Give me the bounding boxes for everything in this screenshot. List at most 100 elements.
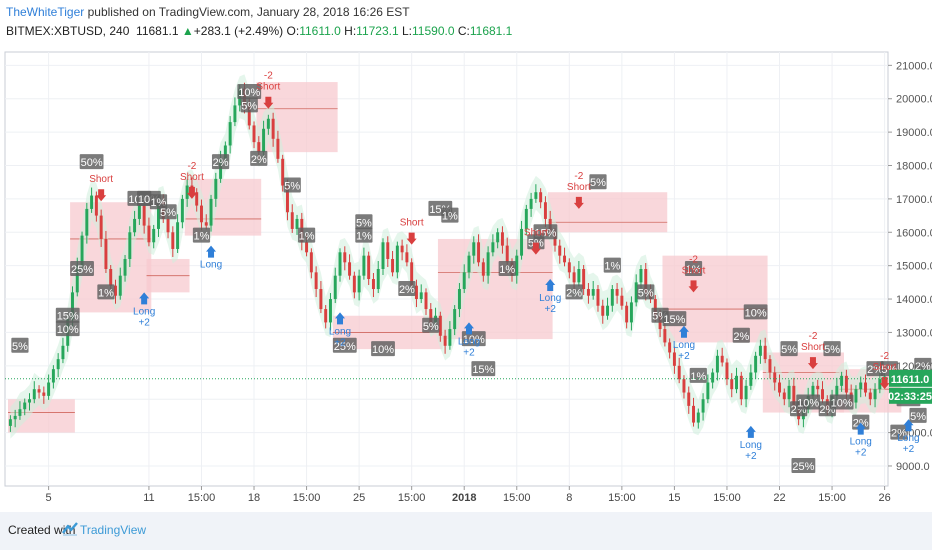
long-signal-label: +2 xyxy=(138,317,150,328)
pct-badge-bg xyxy=(743,304,768,320)
pct-badge: 25% xyxy=(791,457,816,473)
pct-badge: 5% xyxy=(422,317,440,333)
pct-badge-bg xyxy=(355,227,373,243)
arrow-down-icon xyxy=(263,96,274,109)
candle-body xyxy=(419,292,423,300)
candle-body xyxy=(185,185,189,199)
candle-body xyxy=(591,289,595,296)
pct-badge: 10% xyxy=(743,304,768,320)
pct-badge-bg xyxy=(283,177,301,193)
pct-badge: 25% xyxy=(70,261,94,276)
candle-body xyxy=(152,228,156,243)
long-signal-label: Long xyxy=(740,440,762,451)
pct-badge-label: 1% xyxy=(686,264,702,276)
long-signal: Long+2 xyxy=(329,312,351,348)
long-signal: Long+2 xyxy=(673,325,695,362)
short-signal-label: Short xyxy=(873,362,897,373)
candle-body xyxy=(128,232,132,259)
candle-body xyxy=(486,252,490,276)
candle-body xyxy=(453,309,457,330)
arrow-up-icon xyxy=(745,425,756,438)
candle-body xyxy=(166,218,170,233)
candle-body xyxy=(381,242,385,269)
pct-badge-bg xyxy=(355,214,373,230)
pct-badge-bg xyxy=(689,367,707,383)
pct-badge: 10% xyxy=(55,321,80,337)
pct-badge: 2% xyxy=(866,361,884,377)
candle-body xyxy=(739,375,743,400)
long-signal-label: Long xyxy=(539,293,561,304)
pct-badge: 10% xyxy=(461,331,486,347)
pct-badge-bg xyxy=(55,307,80,323)
candle-body xyxy=(319,289,323,310)
arrow-up-icon xyxy=(463,322,474,335)
pct-badge: 1% xyxy=(498,261,516,276)
pct-badge-bg xyxy=(866,361,884,377)
long-signal: Long+2 xyxy=(458,322,480,358)
candle-body xyxy=(582,269,586,290)
pct-badge-label: 5% xyxy=(241,100,257,112)
candle-body xyxy=(157,202,160,229)
candle-body xyxy=(744,385,748,400)
candle-body xyxy=(204,222,208,226)
tradingview-brand[interactable]: TradingView xyxy=(80,523,147,537)
x-tick-label: 15:00 xyxy=(713,492,741,504)
author-link[interactable]: TheWhiteTiger xyxy=(6,5,85,19)
pct-badge-label: 5% xyxy=(590,177,606,189)
pct-badge-label: 1% xyxy=(356,231,372,243)
candle-body xyxy=(821,389,824,400)
candle-body xyxy=(625,305,629,323)
candle-body xyxy=(725,362,729,380)
pct-badge-bg xyxy=(684,261,703,276)
candle-body xyxy=(782,392,786,400)
x-tick-label: 26 xyxy=(878,492,890,504)
pct-badge: 1% xyxy=(689,367,707,383)
y-tick-label: 21000.0 xyxy=(896,60,932,72)
candle-body xyxy=(233,105,237,123)
candle-body xyxy=(472,242,476,256)
pct-badge-label: 10% xyxy=(238,87,260,99)
publish-line: TheWhiteTiger published on TradingView.c… xyxy=(6,5,410,19)
candle-body xyxy=(214,178,218,199)
candle-body xyxy=(758,345,762,356)
candle-body xyxy=(391,258,395,273)
candle-body xyxy=(467,255,471,273)
pct-badge-bg xyxy=(79,154,104,170)
candle-body xyxy=(687,392,691,406)
candle-body xyxy=(314,272,318,290)
pct-badge: 2% xyxy=(398,281,416,297)
candle-body xyxy=(878,379,882,390)
long-signal-label: Long xyxy=(897,433,919,444)
candle-body xyxy=(386,242,390,259)
x-tick-label: 25 xyxy=(353,492,365,504)
pct-badge-bg xyxy=(97,284,115,300)
x-tick-label: 15 xyxy=(668,492,680,504)
arrow-down-icon xyxy=(807,357,818,370)
pct-badge: 25% xyxy=(332,337,357,353)
candle-body xyxy=(792,385,796,406)
candle-body xyxy=(462,272,466,290)
candle-body xyxy=(8,419,12,426)
x-tick-label: 5 xyxy=(46,492,52,504)
candle-body xyxy=(520,228,524,256)
short-signal-label: Short xyxy=(801,342,825,353)
y-tick-label: 18000.0 xyxy=(896,161,932,173)
x-tick-label: 8 xyxy=(566,492,572,504)
pct-badge-bg xyxy=(909,407,927,423)
candle-body xyxy=(864,382,867,393)
arrow-up-icon xyxy=(139,292,150,305)
x-tick-label: 2018 xyxy=(452,492,476,504)
high-value: 11723.1 xyxy=(356,24,399,38)
candle-body xyxy=(653,299,657,316)
short-signal-label: -2 xyxy=(689,254,698,265)
candle-body xyxy=(558,245,562,256)
candle-body xyxy=(28,399,31,403)
price-chart[interactable]: 9000.010000.011000.012000.013000.014000.… xyxy=(0,46,932,512)
pct-badge-bg xyxy=(398,281,416,297)
candle-body xyxy=(142,205,146,226)
pct-badge: 15% xyxy=(471,361,496,377)
pct-badge: 2% xyxy=(250,150,268,166)
candle-body xyxy=(668,342,672,353)
long-signal-label: +2 xyxy=(334,337,346,348)
